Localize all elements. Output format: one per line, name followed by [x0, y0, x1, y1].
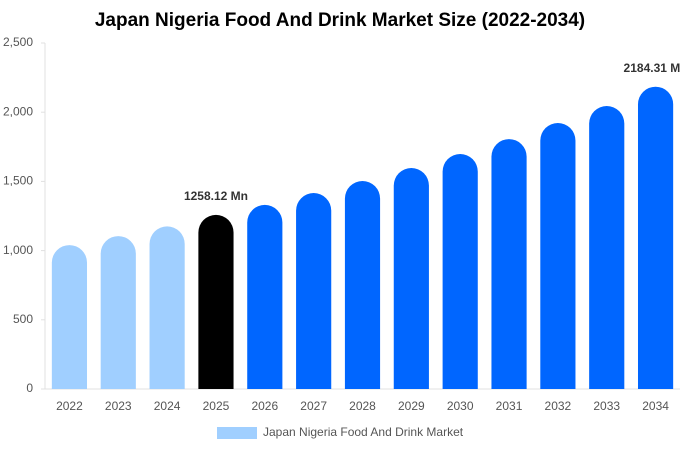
y-tick-label: 0: [26, 381, 33, 395]
bar: [491, 139, 527, 389]
x-tick-label: 2022: [56, 399, 83, 413]
bar: [344, 180, 381, 389]
x-tick-label: 2026: [251, 399, 278, 413]
x-tick-label: 2024: [154, 399, 181, 413]
bar: [296, 193, 332, 389]
y-tick-label: 2,500: [3, 35, 33, 49]
y-tick-label: 500: [13, 312, 33, 326]
x-tick-label: 2031: [496, 399, 523, 413]
legend-swatch: [217, 427, 257, 439]
x-tick-label: 2030: [447, 399, 474, 413]
bar: [198, 214, 234, 389]
x-tick-label: 2025: [203, 399, 230, 413]
x-tick-label: 2027: [300, 399, 327, 413]
bar: [540, 122, 576, 390]
y-tick-label: 1,000: [3, 243, 33, 257]
data-label: 2184.31 Mn: [624, 61, 680, 75]
legend-label: Japan Nigeria Food And Drink Market: [263, 425, 464, 439]
x-tick-label: 2029: [398, 399, 425, 413]
x-tick-label: 2032: [545, 399, 572, 413]
bar: [393, 167, 429, 389]
bar: [247, 204, 283, 389]
x-tick-label: 2033: [593, 399, 620, 413]
bar: [442, 153, 478, 389]
y-tick-label: 1,500: [3, 174, 33, 188]
chart-title: Japan Nigeria Food And Drink Market Size…: [95, 10, 585, 31]
x-tick-label: 2028: [349, 399, 376, 413]
data-label: 1258.12 Mn: [184, 189, 248, 203]
x-tick-label: 2034: [642, 399, 669, 413]
bar: [51, 245, 88, 389]
y-tick-label: 2,000: [3, 104, 33, 118]
x-tick-label: 2023: [105, 399, 132, 413]
bar: [100, 236, 136, 389]
bar: [149, 226, 185, 389]
bar: [589, 106, 625, 389]
bar: [637, 86, 674, 390]
